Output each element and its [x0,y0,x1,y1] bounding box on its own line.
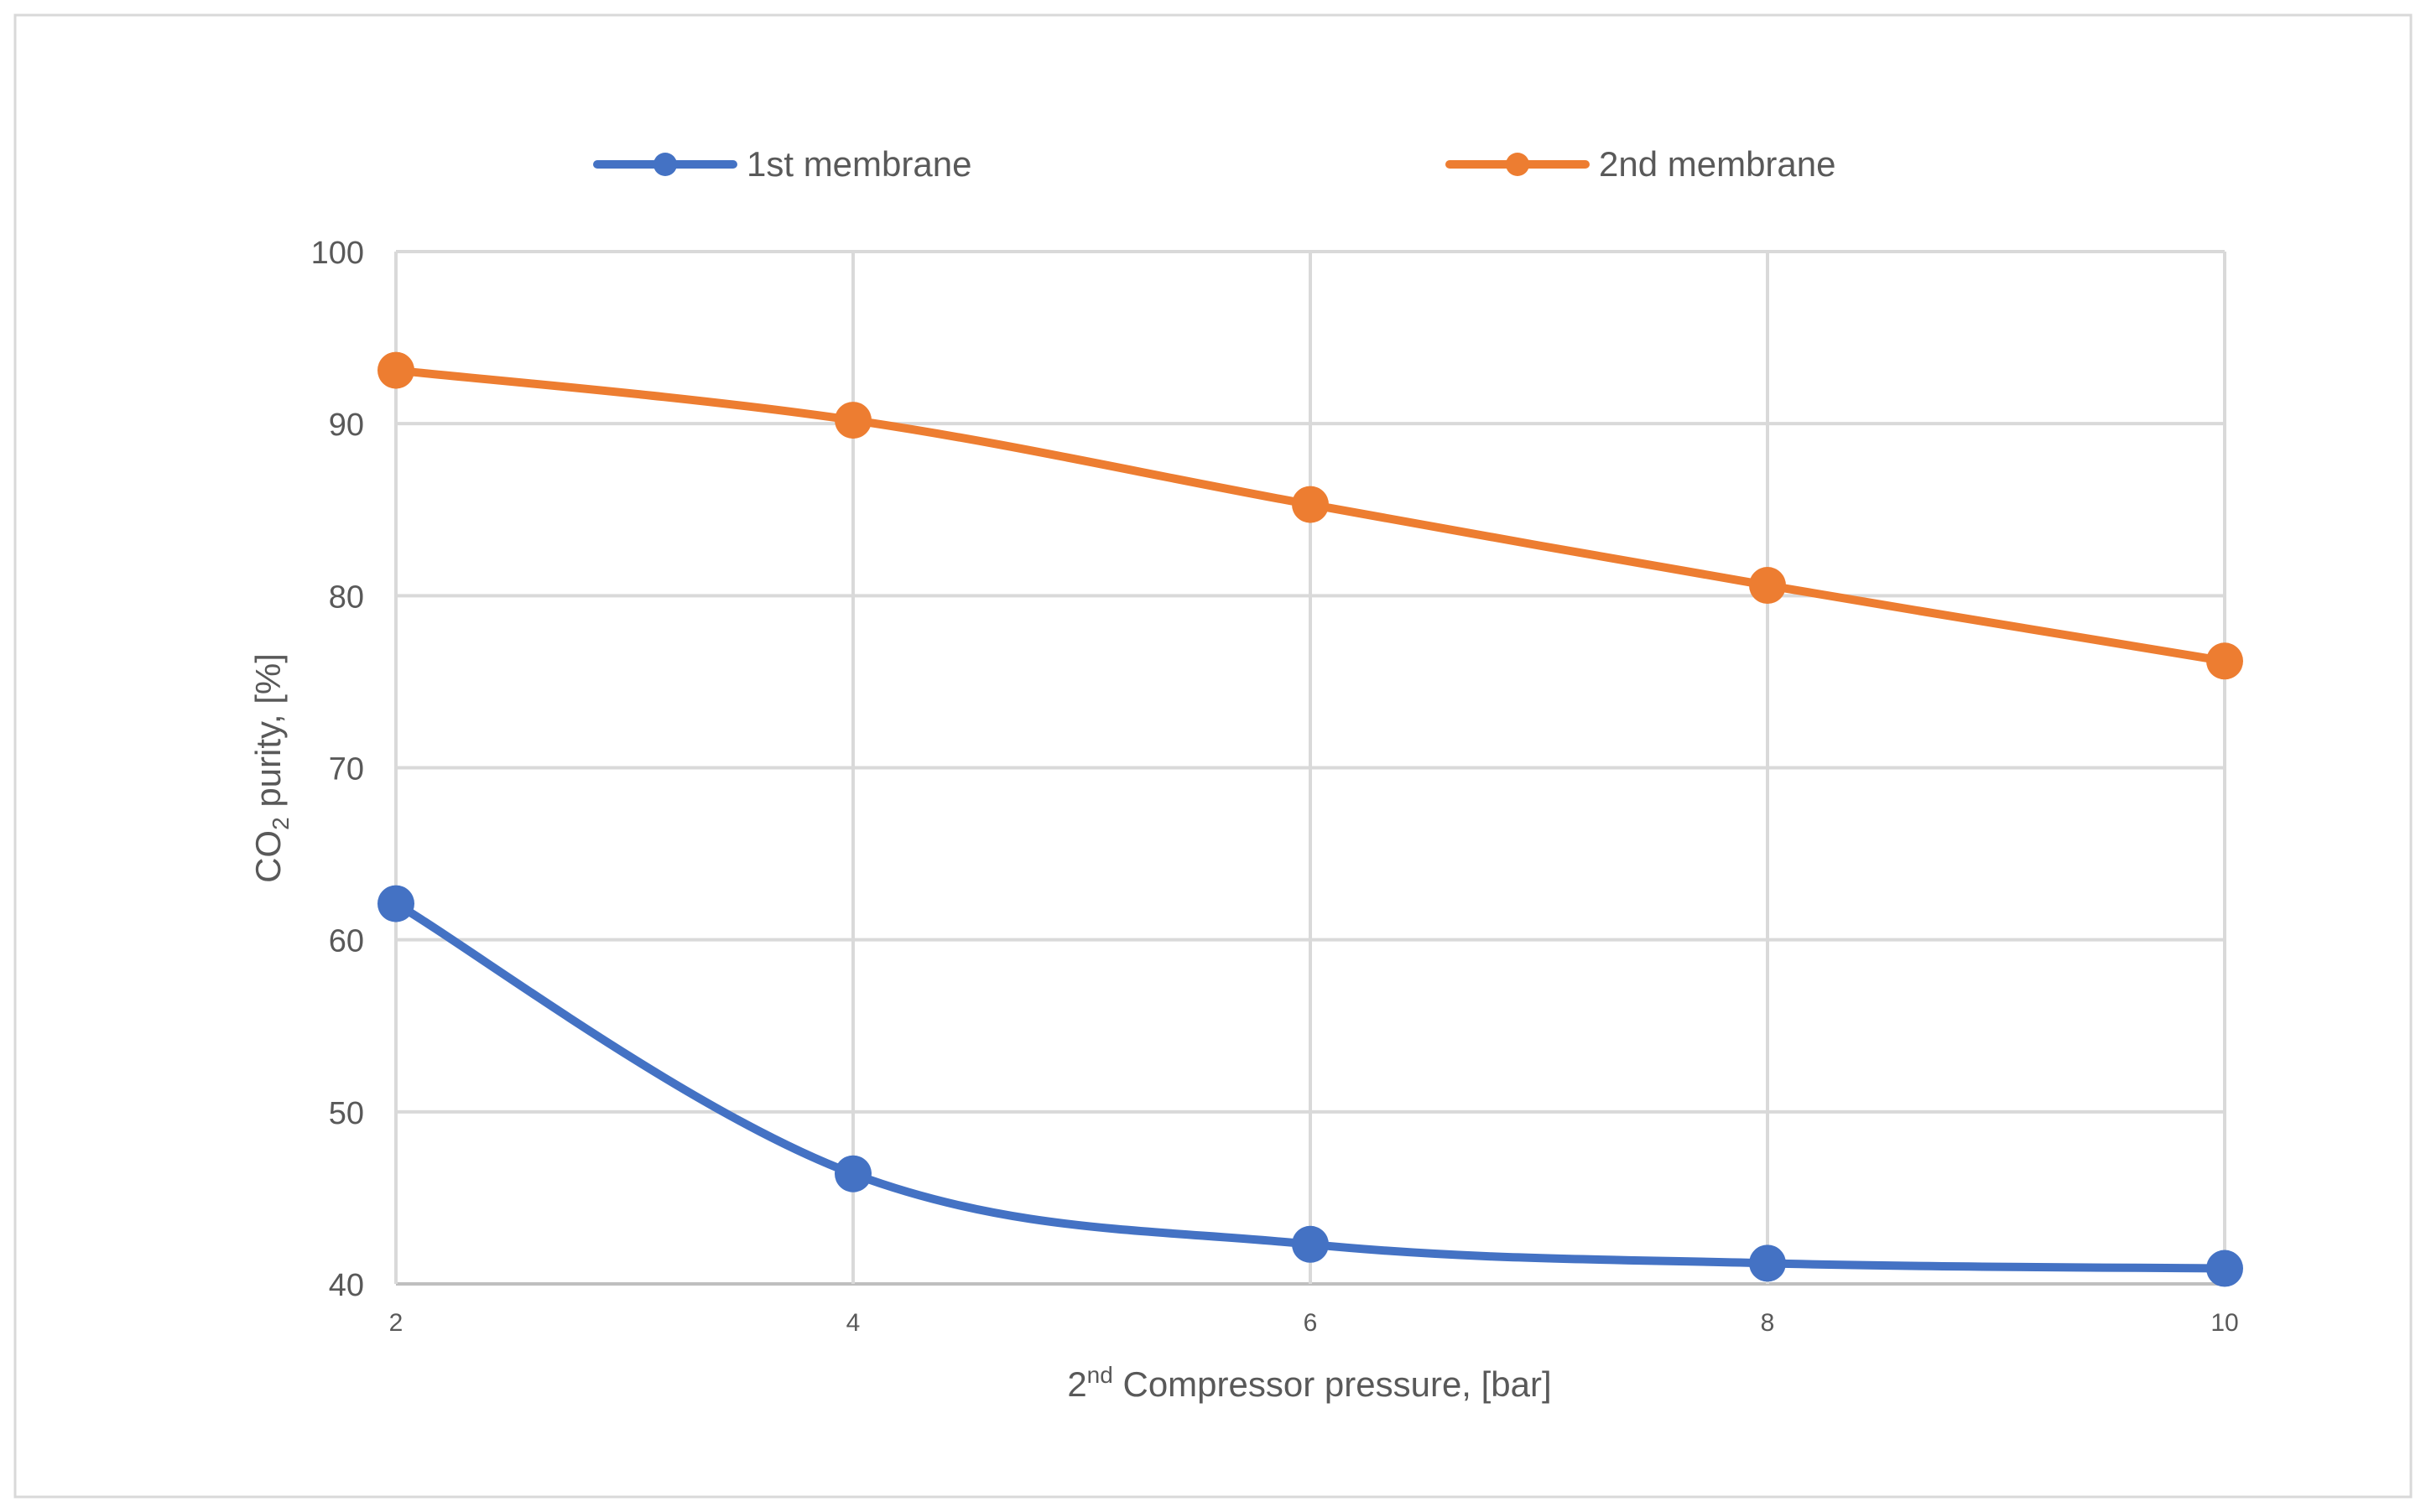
x-tick-label: 2 [389,1309,403,1337]
legend-item-2nd-membrane[interactable]: 2nd membrane [1445,144,1836,184]
y-tick-label: 60 [329,924,364,959]
data-point[interactable] [2206,1250,2243,1287]
x-axis-ticks: 2 4 6 8 10 [389,1309,2239,1337]
gridlines [394,250,2226,1286]
data-point[interactable] [835,1155,872,1192]
data-point[interactable] [1292,486,1329,523]
series-2nd-membrane [377,351,2243,680]
y-tick-label: 70 [329,752,364,787]
chart-border [13,13,2413,1499]
data-point[interactable] [1292,1225,1329,1263]
y-tick-label: 80 [329,579,364,615]
y-axis-ticks: 40 50 60 70 80 90 100 [311,236,364,1303]
y-tick-label: 100 [311,236,364,271]
data-point[interactable] [1749,567,1786,605]
legend-swatch-marker-1st [653,153,677,176]
legend-label-1st: 1st membrane [747,144,971,184]
data-point[interactable] [1749,1244,1786,1282]
y-tick-label: 90 [329,408,364,443]
y-axis-title: CO2 purity, [%] [248,653,294,883]
data-point[interactable] [377,351,414,389]
legend-item-1st-membrane[interactable]: 1st membrane [593,144,971,184]
data-point[interactable] [377,885,414,922]
legend-label-2nd: 2nd membrane [1599,144,1836,184]
x-tick-label: 6 [1304,1309,1318,1337]
series-1st-membrane [377,885,2243,1287]
legend: 1st membrane 2nd membrane [593,144,1836,184]
data-point[interactable] [2206,642,2243,680]
x-tick-label: 8 [1761,1309,1775,1337]
x-tick-label: 10 [2210,1309,2238,1337]
y-tick-label: 40 [329,1268,364,1303]
x-axis-title: 2nd Compressor pressure, [bar] [1067,1362,1551,1404]
x-tick-label: 4 [846,1309,861,1337]
series-layer [377,351,2243,1287]
data-point[interactable] [835,402,872,439]
y-tick-label: 50 [329,1096,364,1131]
legend-swatch-marker-2nd [1506,153,1529,176]
